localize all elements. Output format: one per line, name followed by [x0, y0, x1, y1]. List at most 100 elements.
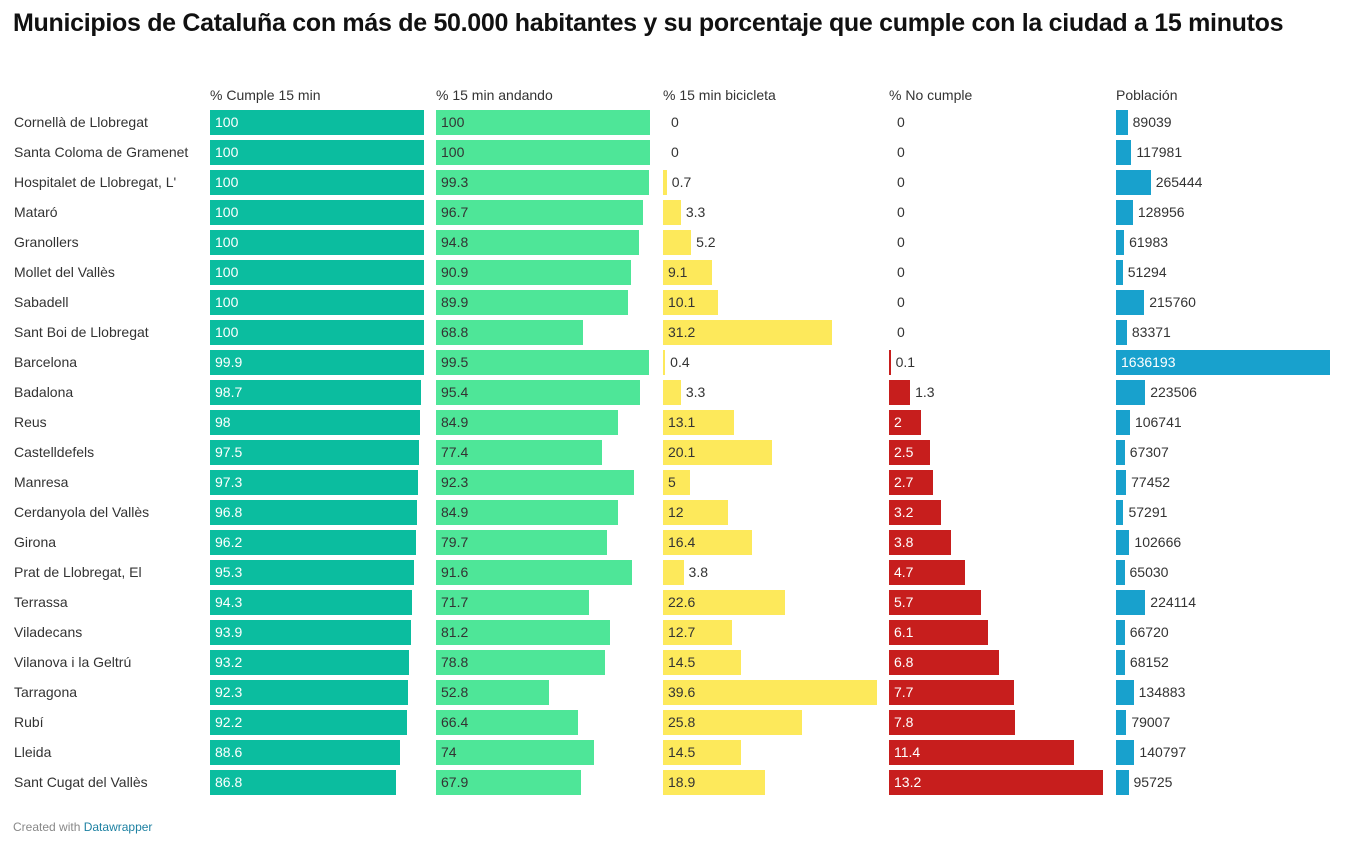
cumple-value: 98.7: [215, 384, 243, 400]
no-bar: [889, 650, 1000, 675]
andando-value: 67.9: [441, 774, 469, 790]
andando-value: 78.8: [441, 654, 469, 670]
andando-value: 71.7: [441, 594, 469, 610]
andando-value: 66.4: [441, 714, 469, 730]
bici-bar: [663, 530, 752, 555]
cumple-bar: [210, 260, 424, 285]
no-bar: [889, 680, 1014, 705]
cumple-value: 98: [215, 414, 231, 430]
bici-bar: [663, 650, 742, 675]
cumple-value: 100: [215, 144, 239, 160]
row-label: Terrassa: [14, 594, 68, 610]
row-label: Viladecans: [14, 624, 83, 640]
no-bar: [889, 470, 933, 495]
pob-value: 106741: [1134, 414, 1182, 430]
bici-value: 25.8: [668, 714, 696, 730]
pob-value: 77452: [1131, 474, 1171, 490]
andando-bar: [436, 230, 639, 255]
bici-value: 0.4: [670, 354, 690, 370]
pob-bar: [1116, 140, 1132, 165]
bici-bar: [663, 440, 772, 465]
andando-value: 94.8: [441, 234, 469, 250]
cumple-bar: [210, 740, 400, 765]
pob-bar: [1116, 200, 1133, 225]
no-value: 2.5: [894, 444, 914, 460]
bici-bar: [663, 590, 786, 615]
bici-bar: [663, 560, 684, 585]
andando-bar: [436, 590, 590, 615]
cumple-value: 97.3: [215, 474, 243, 490]
andando-bar: [436, 500, 618, 525]
no-value: 4.7: [894, 564, 914, 580]
andando-value: 68.8: [441, 324, 469, 340]
cumple-value: 97.5: [215, 444, 243, 460]
pob-value: 1636193: [1121, 354, 1176, 370]
cumple-bar: [210, 110, 424, 135]
pob-value: 140797: [1139, 744, 1187, 760]
andando-bar: [436, 710, 579, 735]
bici-value: 5: [668, 474, 676, 490]
bici-bar: [663, 500, 728, 525]
bici-value: 3.3: [685, 204, 706, 220]
bici-bar: [663, 230, 692, 255]
pob-value: 68152: [1129, 654, 1169, 670]
no-value: 13.2: [894, 774, 922, 790]
column-header: Población: [1116, 87, 1178, 103]
andando-bar: [436, 110, 650, 135]
bici-value: 39.6: [668, 684, 696, 700]
datawrapper-link[interactable]: Datawrapper: [83, 820, 153, 834]
bici-value: 13.1: [668, 414, 696, 430]
bici-bar: [663, 770, 766, 795]
row-label: Vilanova i la Geltrú: [14, 654, 132, 670]
andando-value: 99.5: [441, 354, 469, 370]
pob-bar: [1116, 170, 1151, 195]
pob-value: 61983: [1129, 234, 1169, 250]
row-label: Mollet del Vallès: [14, 264, 115, 280]
no-value: 6.1: [894, 624, 914, 640]
bici-bar: [663, 710, 803, 735]
bici-value: 3.3: [685, 384, 706, 400]
pob-value: 215760: [1149, 294, 1196, 310]
cumple-bar: [210, 140, 424, 165]
bici-value: 3.8: [688, 564, 708, 580]
no-bar: [889, 770, 1103, 795]
pob-bar: [1116, 110, 1128, 135]
bici-value: 9.1: [668, 264, 688, 280]
pob-bar: [1116, 740, 1135, 765]
pob-value: 83371: [1131, 324, 1171, 340]
andando-value: 91.6: [441, 564, 469, 580]
andando-bar: [436, 680, 549, 705]
no-value: 3.2: [894, 504, 914, 520]
cumple-value: 99.9: [215, 354, 243, 370]
cumple-value: 88.6: [215, 744, 243, 760]
footer-prefix: Created with: [13, 820, 81, 834]
cumple-bar: [210, 200, 424, 225]
pob-value: 67307: [1129, 444, 1169, 460]
cumple-bar: [210, 560, 414, 585]
pob-bar: [1116, 710, 1127, 735]
cumple-bar: [210, 230, 424, 255]
bici-value: 20.1: [668, 444, 696, 460]
bici-value: 16.4: [668, 534, 696, 550]
no-bar: [889, 410, 922, 435]
andando-bar: [436, 350, 649, 375]
column-header: % 15 min bicicleta: [663, 87, 776, 103]
cumple-value: 100: [215, 324, 239, 340]
bici-bar: [663, 380, 681, 405]
pob-value: 57291: [1128, 504, 1168, 520]
pob-value: 102666: [1134, 534, 1182, 550]
column-header: % No cumple: [889, 87, 973, 103]
andando-value: 84.9: [441, 414, 469, 430]
bici-bar: [663, 200, 681, 225]
no-value: 7.7: [894, 684, 914, 700]
cumple-value: 86.8: [215, 774, 243, 790]
pob-value: 117981: [1136, 144, 1183, 160]
andando-value: 96.7: [441, 204, 469, 220]
row-label: Rubí: [14, 714, 44, 730]
row-label: Prat de Llobregat, El: [14, 564, 142, 580]
no-bar: [889, 350, 891, 375]
pob-bar: [1116, 440, 1125, 465]
andando-bar: [436, 170, 649, 195]
pob-value: 95725: [1133, 774, 1173, 790]
pob-bar: [1116, 590, 1146, 615]
